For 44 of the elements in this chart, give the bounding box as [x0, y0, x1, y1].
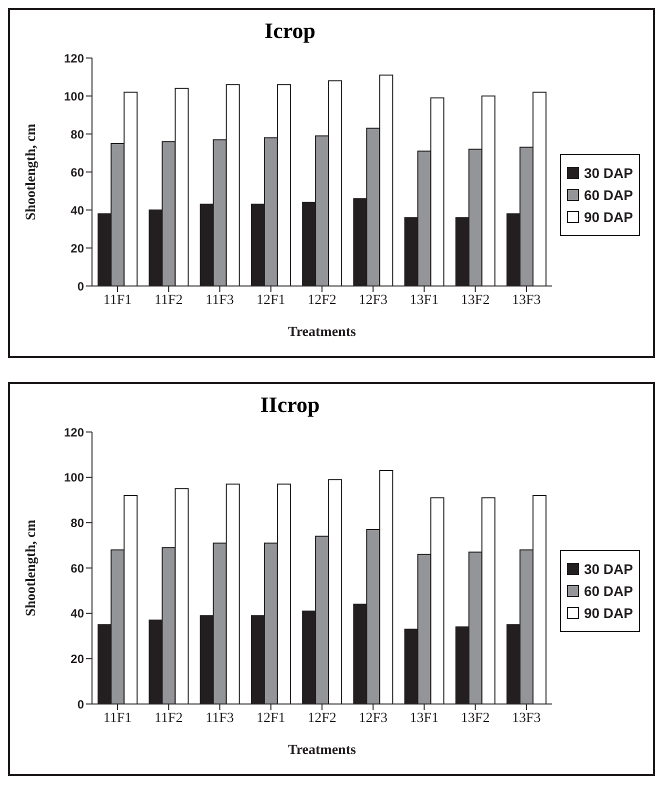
x-tick-label: 12F1 — [256, 710, 286, 726]
y-tick-label: 80 — [70, 127, 84, 142]
x-tick-label: 12F2 — [308, 292, 336, 308]
y-axis-title: Shootlength, cm — [24, 123, 39, 220]
y-tick-label: 100 — [64, 89, 84, 104]
x-tick-label: 13F1 — [410, 710, 439, 726]
x-tick-label: 11F2 — [154, 710, 183, 726]
x-tick-label: 11F2 — [154, 292, 183, 308]
y-tick-label: 120 — [64, 51, 84, 66]
x-tick-label: 11F1 — [103, 710, 132, 726]
legend-label: 30 DAP — [582, 165, 633, 181]
legend-label: 90 DAP — [582, 209, 633, 225]
y-tick-label: 40 — [70, 606, 84, 621]
x-tick-label: 12F2 — [308, 710, 336, 726]
y-tick-label: 100 — [64, 470, 84, 485]
x-tick-label: 13F3 — [512, 292, 541, 308]
x-axis-title: Treatments — [288, 743, 356, 758]
y-tick-label: 20 — [70, 241, 84, 256]
legend-label: 60 DAP — [582, 583, 633, 599]
x-tick-label: 12F3 — [358, 710, 388, 726]
x-tick-label: 11F3 — [206, 710, 234, 726]
x-tick-label: 13F2 — [460, 710, 490, 726]
legend-label: 30 DAP — [582, 561, 633, 577]
y-tick-label: 20 — [70, 652, 84, 666]
legend-label: 60 DAP — [582, 187, 633, 203]
chart-title: IIcrop — [259, 392, 321, 418]
x-tick-label: 12F3 — [358, 292, 388, 308]
x-tick-label: 12F1 — [256, 292, 286, 308]
x-tick-label: 11F3 — [206, 292, 234, 308]
x-tick-label: 13F3 — [512, 710, 541, 726]
x-tick-label: 13F1 — [410, 292, 439, 308]
y-tick-label: 120 — [64, 425, 84, 440]
y-axis-title: Shootlength, cm — [24, 519, 39, 616]
legend-label: 90 DAP — [582, 605, 633, 621]
y-tick-label: 60 — [70, 561, 84, 576]
y-tick-label: 60 — [70, 165, 84, 180]
y-tick-label: 40 — [70, 203, 84, 218]
chart-title: Icrop — [264, 18, 316, 44]
x-tick-label: 11F1 — [103, 292, 132, 308]
x-tick-label: 13F2 — [460, 292, 490, 308]
y-tick-label: 80 — [70, 516, 84, 530]
x-axis-title: Treatments — [288, 325, 356, 340]
y-tick-label: 0 — [77, 697, 84, 712]
y-tick-label: 0 — [77, 279, 84, 294]
